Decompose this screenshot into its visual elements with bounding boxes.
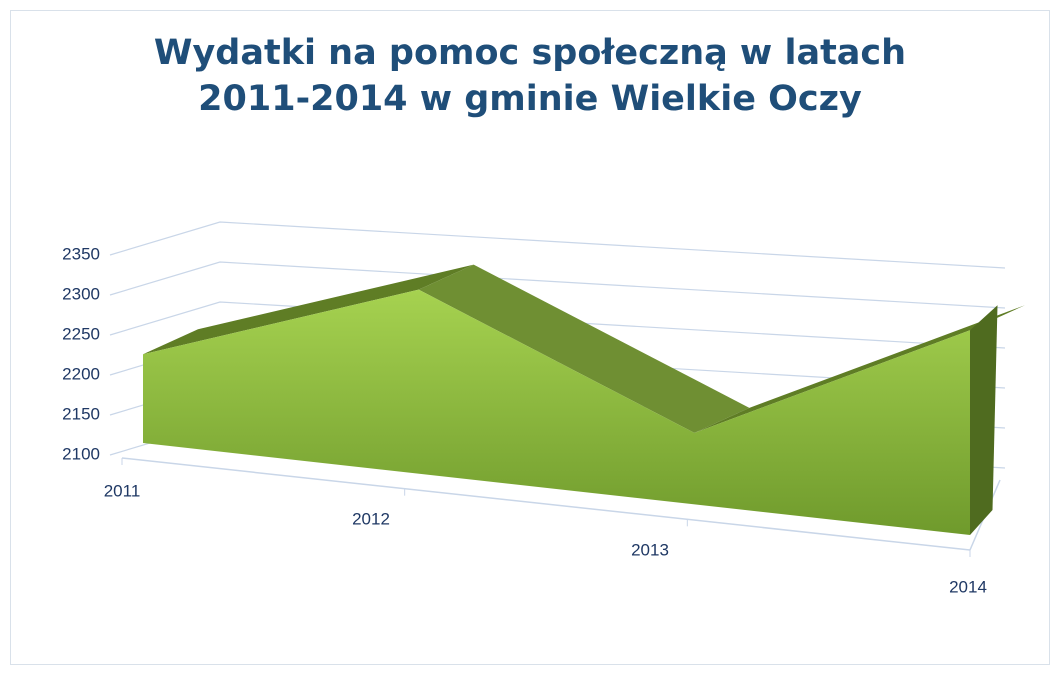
y-tick-label: 2250 [62, 324, 100, 343]
x-tick-label: 2012 [352, 509, 390, 528]
area-top [143, 264, 474, 355]
y-tick-label: 2150 [62, 404, 100, 423]
grid-line [109, 301, 1006, 349]
area-top [694, 305, 1025, 433]
area-side [970, 305, 998, 535]
y-tick-label: 2200 [62, 364, 100, 383]
x-tick-label: 2011 [104, 481, 141, 500]
x-tick-label: 2013 [631, 540, 669, 559]
y-tick-label: 2100 [62, 444, 100, 463]
chart-title: Wydatki na pomoc społeczną w latach 2011… [153, 33, 907, 119]
area-top [418, 264, 750, 433]
chart-frame [10, 10, 1050, 665]
x-tick-label: 2014 [949, 577, 987, 596]
grid-line [109, 261, 1006, 309]
y-tick-label: 2300 [62, 284, 100, 303]
grid-line [109, 221, 1006, 269]
area [143, 289, 970, 535]
y-tick-label: 2350 [62, 244, 100, 263]
x-axis [121, 457, 971, 551]
